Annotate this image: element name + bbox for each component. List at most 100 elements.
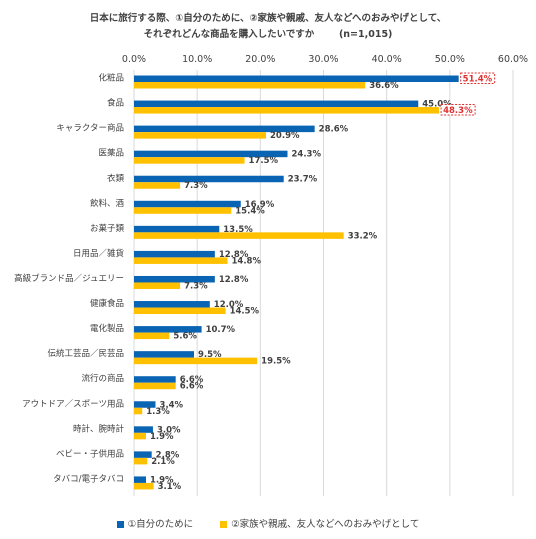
category-label: キャラクター商品	[56, 123, 124, 134]
category-label: 健康食品	[90, 298, 124, 309]
category-label: 飲料、酒	[90, 198, 125, 209]
data-label-series1: 12.0%	[214, 300, 244, 310]
data-label-series1: 1.9%	[150, 475, 174, 485]
data-label-series1: 24.3%	[291, 150, 321, 160]
bar-series2	[134, 232, 344, 239]
bar-series1	[134, 326, 202, 333]
data-label-series1: 6.6%	[180, 375, 204, 385]
bar-series1	[134, 225, 220, 233]
bar-series2	[134, 382, 176, 390]
data-label-series1: 23.7%	[288, 175, 318, 185]
category-label: アウトドア／スポーツ用品	[22, 399, 124, 409]
chart-legend: ①自分のために ②家族や親戚、友人などへのおみやげとして	[0, 516, 536, 530]
bar-series1	[134, 426, 153, 433]
data-label-series1: 2.8%	[156, 450, 180, 460]
data-label-series1: 3.4%	[159, 400, 183, 410]
highlight-box	[460, 72, 496, 84]
data-label-series2: 1.9%	[150, 432, 174, 442]
data-label-series2: 1.3%	[146, 407, 170, 417]
chart-sample-size: (n=1,015)	[338, 29, 393, 40]
data-label-series2: 15.4%	[235, 206, 265, 216]
bar-chart: 0.0% 10.0% 20.0% 30.0% 40.0% 50.0% 60.0% 化粧品 51.…	[14, 54, 528, 496]
data-label-series2: 14.5%	[230, 307, 260, 317]
bar-series1	[134, 250, 215, 258]
bar-series1	[134, 125, 315, 133]
data-label-series1: 12.8%	[219, 250, 249, 260]
bar-series2	[134, 182, 181, 189]
bar-series2	[134, 132, 267, 139]
data-label-series2: 48.3%	[443, 106, 473, 116]
x-tick-label: 0.0%	[122, 54, 146, 65]
chart-title-line2: それぞれどんな商品を購入したいですか (n=1,015)	[0, 28, 536, 41]
data-label-series2: 3.1%	[158, 482, 182, 492]
bar-series2	[134, 257, 228, 264]
x-tick-label: 40.0%	[372, 54, 402, 65]
category-label: 化粧品	[98, 73, 124, 84]
bar-series2	[134, 357, 258, 365]
data-label-series2: 7.3%	[184, 181, 208, 191]
bar-series1	[134, 401, 156, 408]
bar-series2	[134, 107, 440, 114]
data-label-series2: 5.6%	[173, 332, 197, 342]
data-label-series2: 36.6%	[369, 81, 399, 91]
data-label-series2: 2.1%	[151, 457, 175, 467]
bar-series1	[134, 175, 284, 183]
bar-series1	[134, 100, 419, 108]
data-label-series1: 28.6%	[319, 125, 349, 135]
data-label-series2: 20.9%	[270, 131, 300, 141]
data-label-series1: 16.9%	[245, 200, 275, 210]
legend-swatch-series1	[116, 521, 124, 528]
data-label-series1: 45.0%	[422, 100, 452, 110]
category-label: 日用品／雑貨	[73, 248, 125, 259]
data-label-series1: 9.5%	[198, 350, 222, 360]
data-label-series2: 33.2%	[348, 231, 378, 241]
bar-series2	[134, 282, 181, 289]
x-tick-label: 60.0%	[498, 54, 528, 65]
x-tick-label: 50.0%	[435, 54, 465, 65]
category-label: 流行の商品	[81, 373, 124, 384]
bar-series1	[134, 451, 152, 458]
category-label: お菓子類	[90, 223, 125, 234]
category-label: 医薬品	[98, 148, 124, 159]
bar-series2	[134, 432, 147, 440]
bar-series2	[134, 207, 232, 214]
category-label: 高級ブランド品／ジュエリー	[14, 273, 124, 284]
data-label-series2: 14.8%	[231, 256, 261, 266]
chart-title-line1: 日本に旅行する際、①自分のために、②家族や親戚、友人などへのおみやげとして、	[89, 13, 447, 24]
legend-swatch-series2	[220, 521, 228, 528]
bar-series1	[134, 275, 215, 283]
bar-series2	[134, 82, 366, 89]
chart-title-question: それぞれどんな商品を購入したいですか	[143, 29, 315, 40]
highlight-box	[440, 104, 476, 116]
category-label: 衣類	[107, 173, 125, 184]
data-label-series2: 6.6%	[180, 382, 204, 392]
x-tick-label: 10.0%	[182, 54, 212, 65]
category-label: タバコ/電子タバコ	[53, 474, 124, 484]
x-tick-label: 20.0%	[245, 54, 275, 65]
bar-series1	[134, 75, 459, 82]
category-label: 食品	[107, 98, 124, 109]
bar-series2	[134, 457, 148, 465]
data-label-series2: 19.5%	[261, 357, 291, 367]
category-label: ベビー・子供用品	[56, 448, 124, 459]
data-label-series1: 10.7%	[206, 325, 236, 335]
legend-item-series1: ①自分のために	[116, 516, 193, 530]
data-label-series1: 3.0%	[157, 425, 181, 435]
bar-series1	[134, 376, 176, 383]
data-label-series1: 51.4%	[463, 75, 493, 85]
data-label-series2: 17.5%	[249, 156, 279, 166]
bar-series1	[134, 351, 195, 358]
data-label-series1: 12.8%	[219, 275, 249, 285]
category-label: 電化製品	[90, 323, 124, 334]
category-label: 時計、腕時計	[73, 423, 125, 434]
bar-series1	[134, 301, 210, 308]
bar-series1	[134, 200, 241, 208]
x-tick-label: 30.0%	[308, 54, 338, 65]
legend-item-series2: ②家族や親戚、友人などへのおみやげとして	[220, 516, 419, 530]
bar-series2	[134, 482, 154, 490]
data-label-series1: 13.5%	[223, 225, 253, 235]
bar-series2	[134, 407, 143, 415]
bar-series2	[134, 307, 226, 315]
data-label-series2: 7.3%	[184, 281, 208, 291]
bar-series1	[134, 476, 147, 483]
